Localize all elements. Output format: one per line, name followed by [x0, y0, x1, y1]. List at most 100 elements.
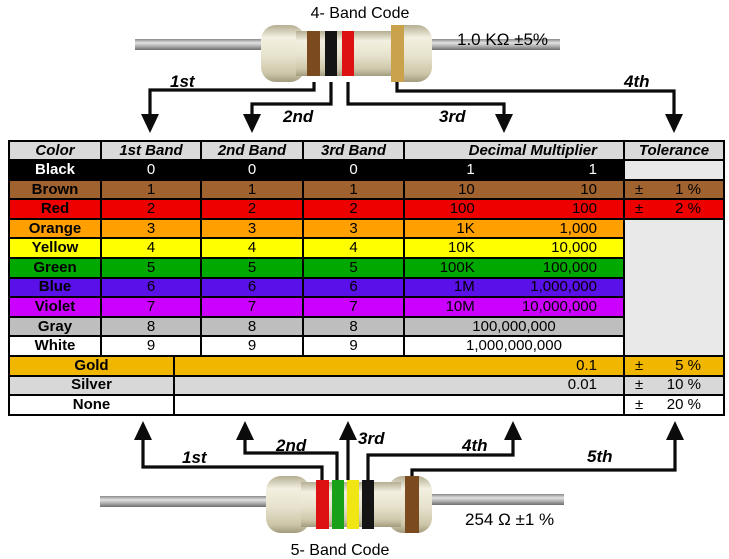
tolerance-sign: ± [635, 180, 644, 198]
band1-value: 9 [100, 335, 202, 357]
table-row-blue: Blue 6 6 6 1M 1,000,000 [8, 276, 724, 299]
table-row-gray: Gray 8 8 8 100,000,000 [8, 315, 724, 338]
arrow-label-2nd: 2nd [282, 107, 314, 126]
multiplier-full: 100 [571, 200, 597, 218]
arrow-5th-band [410, 421, 684, 478]
multiplier-cell: 10 10 [403, 178, 625, 201]
band2-value: 5 [200, 256, 304, 279]
tolerance-sign: ± [635, 396, 644, 414]
multiplier-cell: 1K 1,000 [403, 217, 625, 240]
band3-value: 9 [302, 335, 405, 357]
color-code-table-wrap: Color 1st Band 2nd Band 3rd Band Decimal… [8, 140, 725, 416]
multiplier-cell-merged: 0.01 [173, 374, 625, 397]
color-name: Black [8, 159, 102, 181]
band-black [325, 31, 337, 76]
multiplier-short: 100K [439, 258, 475, 276]
color-name: Gold [8, 354, 175, 377]
four-band-value-label: 1.0 KΩ ±5% [457, 30, 548, 49]
band3-value: 8 [302, 315, 405, 338]
arrow-4th-band [395, 82, 683, 133]
header-color: Color [8, 140, 102, 161]
table-row-none: None ±20 % [8, 394, 725, 416]
multiplier-short: 100 [449, 200, 475, 218]
table-row-violet: Violet 7 7 7 10M 10,000,000 [8, 296, 724, 318]
band1-value: 0 [100, 159, 202, 181]
band2-value: 4 [200, 237, 304, 259]
table-row-gold: Gold 0.1 ±5 % [8, 354, 725, 377]
tolerance-cell: ±10 % [623, 374, 725, 397]
tolerance-value: 2 % [675, 200, 701, 218]
five-band-caption: 5- Band Code [291, 542, 390, 559]
tolerance-value: 10 % [666, 376, 701, 394]
resistor-lead-left [100, 496, 278, 507]
arrow-2nd-band [236, 421, 339, 480]
band2-value: 9 [200, 335, 304, 357]
color-name: Brown [8, 178, 102, 201]
multiplier-short: 10K [448, 239, 475, 257]
tolerance-sign: ± [635, 376, 644, 394]
band-brown [405, 476, 419, 533]
color-name: Gray [8, 315, 102, 338]
multiplier-full: 1,000,000 [530, 278, 597, 296]
multiplier-cell-merged [173, 394, 625, 416]
multiplier-full: 1,000,000,000 [466, 337, 562, 355]
arrow-3rd-band [339, 421, 357, 480]
color-code-table: Color 1st Band 2nd Band 3rd Band Decimal… [8, 140, 725, 357]
multiplier-short: 1M [453, 278, 475, 296]
color-name: Yellow [8, 237, 102, 259]
band3-value: 6 [302, 276, 405, 299]
resistor-lead-left [135, 39, 267, 50]
four-band-resistor-figure: 4- Band Code 1.0 KΩ ±5% 1st 2nd 3rd 4th [135, 5, 683, 133]
multiplier-full: 0.01 [567, 376, 597, 394]
band2-value: 2 [200, 198, 304, 220]
table-row-silver: Silver 0.01 ±10 % [8, 374, 725, 397]
band3-value: 2 [302, 198, 405, 220]
arrow-3rd-band [346, 82, 513, 133]
tolerance-cell: ±2 % [623, 198, 725, 220]
header-tolerance: Tolerance [623, 140, 725, 161]
multiplier-short: 10M [445, 298, 475, 316]
band2-value: 6 [200, 276, 304, 299]
band2-value: 8 [200, 315, 304, 338]
band3-value: 5 [302, 256, 405, 279]
arrow-label-2nd: 2nd [275, 436, 307, 455]
multiplier-cell: 100K 100,000 [403, 256, 625, 279]
five-band-resistor-figure: 1st 2nd 3rd 4th 5th 254 Ω ±1 % 5- Band C… [100, 421, 684, 559]
tolerance-cell: ±5 % [623, 354, 725, 377]
tolerance-sign: ± [635, 200, 644, 218]
arrow-2nd-band [243, 82, 333, 133]
table-row-red: Red 2 2 2 100 100 ±2 % [8, 198, 725, 220]
multiplier-cell: 10M 10,000,000 [403, 296, 625, 318]
band3-value: 7 [302, 296, 405, 318]
table-row-orange: Orange 3 3 3 1K 1,000 [8, 217, 725, 357]
tolerance-cell-merged-empty [623, 217, 725, 357]
band1-value: 6 [100, 276, 202, 299]
header-decimal-multiplier: Decimal Multiplier [403, 140, 625, 161]
color-name: Red [8, 198, 102, 220]
multiplier-short: 1K [456, 219, 475, 237]
band-green [332, 480, 344, 529]
multiplier-full: 10,000,000 [521, 298, 597, 316]
tolerance-value: 20 % [666, 396, 701, 414]
color-code-table-bottom: Gold 0.1 ±5 % Silver 0.01 ±10 % None ±20… [8, 354, 725, 416]
multiplier-full: 10,000 [551, 239, 597, 257]
resistor-lead-right [428, 39, 560, 50]
header-1st-band: 1st Band [100, 140, 202, 161]
band1-value: 8 [100, 315, 202, 338]
color-name: None [8, 394, 175, 416]
multiplier-cell-merged: 0.1 [173, 354, 625, 377]
color-name: Green [8, 256, 102, 279]
table-row-yellow: Yellow 4 4 4 10K 10,000 [8, 237, 724, 259]
tolerance-value: 1 % [675, 180, 701, 198]
band2-value: 1 [200, 178, 304, 201]
color-name: White [8, 335, 102, 357]
band-yellow [347, 480, 359, 529]
multiplier-cell: 100,000,000 [403, 315, 625, 338]
band3-value: 3 [302, 217, 405, 240]
band1-value: 3 [100, 217, 202, 240]
multiplier-full: 1,000 [559, 219, 597, 237]
color-name: Violet [8, 296, 102, 318]
tolerance-cell-empty [623, 159, 725, 181]
